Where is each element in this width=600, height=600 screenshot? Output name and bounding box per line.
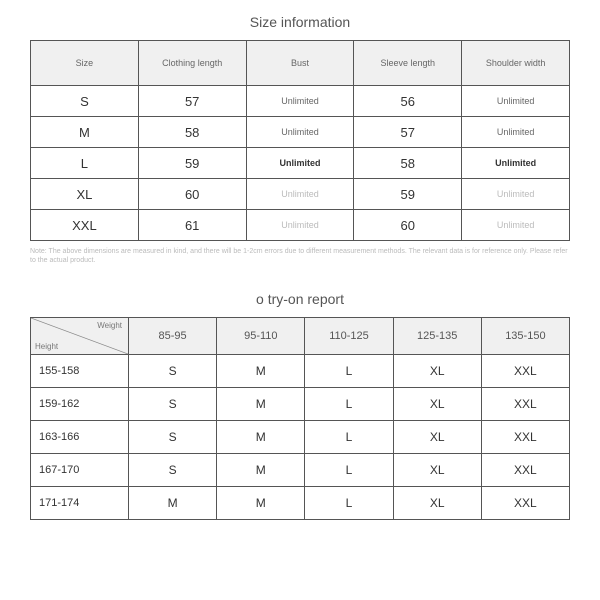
table-cell: XXL (481, 388, 569, 421)
table-cell: XXL (481, 421, 569, 454)
col-w3: 110-125 (305, 318, 393, 355)
tryon-table: Weight Height 85-95 95-110 110-125 125-1… (30, 317, 570, 520)
size-note: Note: The above dimensions are measured … (30, 247, 570, 265)
size-info-title-text: Size information (250, 14, 350, 30)
table-cell: Unlimited (246, 210, 354, 241)
col-sleeve: Sleeve length (354, 41, 462, 86)
table-cell: XL (393, 355, 481, 388)
table-cell: XXL (481, 454, 569, 487)
table-row: 155-158SMLXLXXL (31, 355, 570, 388)
height-label-cell: 171-174 (31, 487, 129, 520)
col-size: Size (31, 41, 139, 86)
col-clothing: Clothing length (138, 41, 246, 86)
table-cell: M (217, 355, 305, 388)
table-cell: 59 (138, 148, 246, 179)
table-cell: XL (393, 487, 481, 520)
table-cell: 57 (138, 86, 246, 117)
table-cell: Unlimited (462, 179, 570, 210)
table-row: 167-170SMLXLXXL (31, 454, 570, 487)
table-cell: S (129, 388, 217, 421)
table-row: XXL61Unlimited60Unlimited (31, 210, 570, 241)
tryon-title-text: o try-on report (256, 291, 344, 307)
table-row: M58Unlimited57Unlimited (31, 117, 570, 148)
table-cell: L (305, 355, 393, 388)
table-cell: Unlimited (246, 148, 354, 179)
size-info-title: Size information (30, 10, 570, 40)
table-row: 171-174MMLXLXXL (31, 487, 570, 520)
col-shoulder: Shoulder width (462, 41, 570, 86)
col-w5: 135-150 (481, 318, 569, 355)
table-cell: Unlimited (462, 117, 570, 148)
height-label-cell: 155-158 (31, 355, 129, 388)
table-cell: M (217, 487, 305, 520)
size-table: Size Clothing length Bust Sleeve length … (30, 40, 570, 241)
table-cell: L (305, 454, 393, 487)
table-cell: Unlimited (246, 117, 354, 148)
table-cell: L (305, 421, 393, 454)
table-cell: 58 (138, 117, 246, 148)
col-w2: 95-110 (217, 318, 305, 355)
table-cell: L (305, 388, 393, 421)
table-cell: M (217, 421, 305, 454)
table-cell: S (129, 421, 217, 454)
table-row: 159-162SMLXLXXL (31, 388, 570, 421)
size-table-header-row: Size Clothing length Bust Sleeve length … (31, 41, 570, 86)
table-cell: Unlimited (462, 86, 570, 117)
table-cell: 56 (354, 86, 462, 117)
height-label-cell: 159-162 (31, 388, 129, 421)
table-cell: XL (31, 179, 139, 210)
table-cell: M (31, 117, 139, 148)
table-row: S57Unlimited56Unlimited (31, 86, 570, 117)
table-cell: M (129, 487, 217, 520)
table-cell: Unlimited (246, 179, 354, 210)
height-label-cell: 167-170 (31, 454, 129, 487)
diag-height-label: Height (35, 342, 58, 351)
table-cell: Unlimited (246, 86, 354, 117)
table-cell: 60 (354, 210, 462, 241)
diag-weight-label: Weight (97, 321, 122, 330)
col-w4: 125-135 (393, 318, 481, 355)
table-cell: S (129, 355, 217, 388)
table-cell: XXL (481, 355, 569, 388)
col-w1: 85-95 (129, 318, 217, 355)
table-cell: Unlimited (462, 148, 570, 179)
table-cell: 60 (138, 179, 246, 210)
table-row: 163-166SMLXLXXL (31, 421, 570, 454)
table-cell: XL (393, 388, 481, 421)
table-cell: L (305, 487, 393, 520)
tryon-diag-cell: Weight Height (31, 318, 129, 355)
table-cell: 59 (354, 179, 462, 210)
table-cell: 58 (354, 148, 462, 179)
table-row: L59Unlimited58Unlimited (31, 148, 570, 179)
table-cell: M (217, 454, 305, 487)
table-cell: XL (393, 454, 481, 487)
table-cell: 61 (138, 210, 246, 241)
table-row: XL60Unlimited59Unlimited (31, 179, 570, 210)
col-bust: Bust (246, 41, 354, 86)
table-cell: XXL (31, 210, 139, 241)
page: Size information Size Clothing length Bu… (0, 0, 600, 600)
table-cell: XXL (481, 487, 569, 520)
table-cell: Unlimited (462, 210, 570, 241)
table-cell: XL (393, 421, 481, 454)
table-cell: S (129, 454, 217, 487)
table-cell: M (217, 388, 305, 421)
table-cell: L (31, 148, 139, 179)
table-cell: S (31, 86, 139, 117)
tryon-header-row: Weight Height 85-95 95-110 110-125 125-1… (31, 318, 570, 355)
tryon-title: o try-on report (30, 287, 570, 317)
table-cell: 57 (354, 117, 462, 148)
height-label-cell: 163-166 (31, 421, 129, 454)
